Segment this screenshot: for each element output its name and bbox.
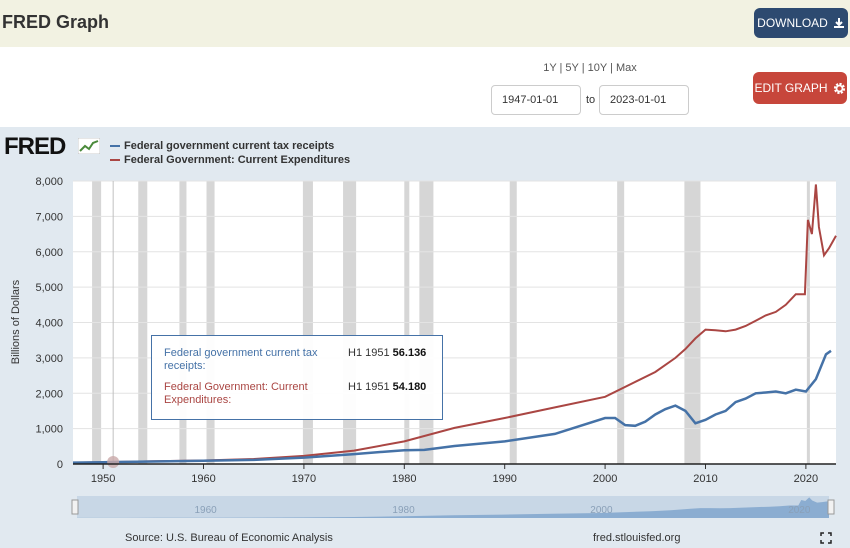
download-icon	[833, 18, 844, 28]
navigator-tick-label: 2000	[590, 505, 613, 516]
tooltip-series-name: Federal government current tax receipts:	[164, 347, 318, 372]
chart-tooltip: Federal government current tax receipts:…	[151, 335, 443, 420]
navigator-tick-label: 1980	[392, 505, 415, 516]
end-date-input[interactable]	[599, 85, 689, 115]
navigator-right-handle[interactable]	[827, 499, 835, 515]
fullscreen-icon[interactable]	[820, 532, 832, 544]
x-tick-label: 1950	[91, 473, 115, 485]
y-tick-label: 8,000	[35, 176, 63, 188]
legend-swatch-receipts	[110, 145, 120, 147]
legend-item-receipts[interactable]: Federal government current tax receipts	[110, 139, 350, 153]
edit-graph-label: EDIT GRAPH	[754, 81, 828, 95]
navigator-tick-label: 2020	[788, 505, 811, 516]
legend-swatch-expenditures	[110, 159, 120, 161]
x-tick-label: 2010	[693, 473, 717, 485]
navigator-tick-label: 1960	[195, 505, 218, 516]
page-title: FRED Graph	[2, 12, 110, 32]
range-navigator[interactable]: 1960 1980 2000 2020	[71, 496, 835, 518]
start-date-input[interactable]	[491, 85, 581, 115]
legend-label-receipts: Federal government current tax receipts	[124, 140, 335, 152]
legend-label-expenditures: Federal Government: Current Expenditures	[124, 154, 351, 166]
series-line-expenditures[interactable]	[72, 184, 837, 464]
y-axis-label: Billions of Dollars	[10, 279, 22, 364]
fred-url[interactable]: fred.stlouisfed.org	[593, 532, 681, 544]
range-links[interactable]: 1Y | 5Y | 10Y | Max	[543, 62, 637, 74]
x-tick-label: 1980	[392, 473, 416, 485]
chart-legend: Federal government current tax receipts …	[110, 139, 350, 167]
tooltip-value: H1 1951 56.136	[348, 347, 427, 359]
navigator-left-handle[interactable]	[71, 499, 79, 515]
x-tick-label: 2000	[593, 473, 617, 485]
y-tick-label: 3,000	[35, 353, 63, 365]
legend-item-expenditures[interactable]: Federal Government: Current Expenditures	[110, 153, 350, 167]
source-note: Source: U.S. Bureau of Economic Analysis	[125, 532, 333, 544]
y-tick-label: 4,000	[35, 318, 63, 330]
y-tick-label: 2,000	[35, 388, 63, 400]
series-line-receipts[interactable]	[72, 349, 832, 464]
x-tick-label: 1960	[191, 473, 215, 485]
edit-graph-button[interactable]: EDIT GRAPH	[753, 72, 847, 104]
gear-icon	[833, 82, 845, 94]
navigator-series-area	[77, 497, 829, 518]
y-tick-label: 1,000	[35, 424, 63, 436]
fred-chart-logo-icon	[78, 138, 100, 154]
header-bar: FRED Graph DOWNLOAD	[0, 0, 850, 47]
y-tick-label: 5,000	[35, 282, 63, 294]
x-tick-label: 1970	[292, 473, 316, 485]
download-label: DOWNLOAD	[757, 16, 828, 30]
y-tick-label: 0	[57, 459, 63, 471]
fred-logo: FRED	[4, 133, 66, 160]
y-tick-label: 7,000	[35, 211, 63, 223]
x-tick-label: 1990	[492, 473, 516, 485]
tooltip-value: H1 1951 54.180	[348, 381, 427, 393]
x-tick-label: 2020	[794, 473, 818, 485]
download-button[interactable]: DOWNLOAD	[754, 8, 848, 38]
to-label: to	[586, 94, 596, 106]
hover-point-marker	[107, 456, 120, 469]
y-tick-label: 6,000	[35, 247, 63, 259]
tooltip-series-name: Federal Government: Current Expenditures…	[164, 381, 308, 406]
